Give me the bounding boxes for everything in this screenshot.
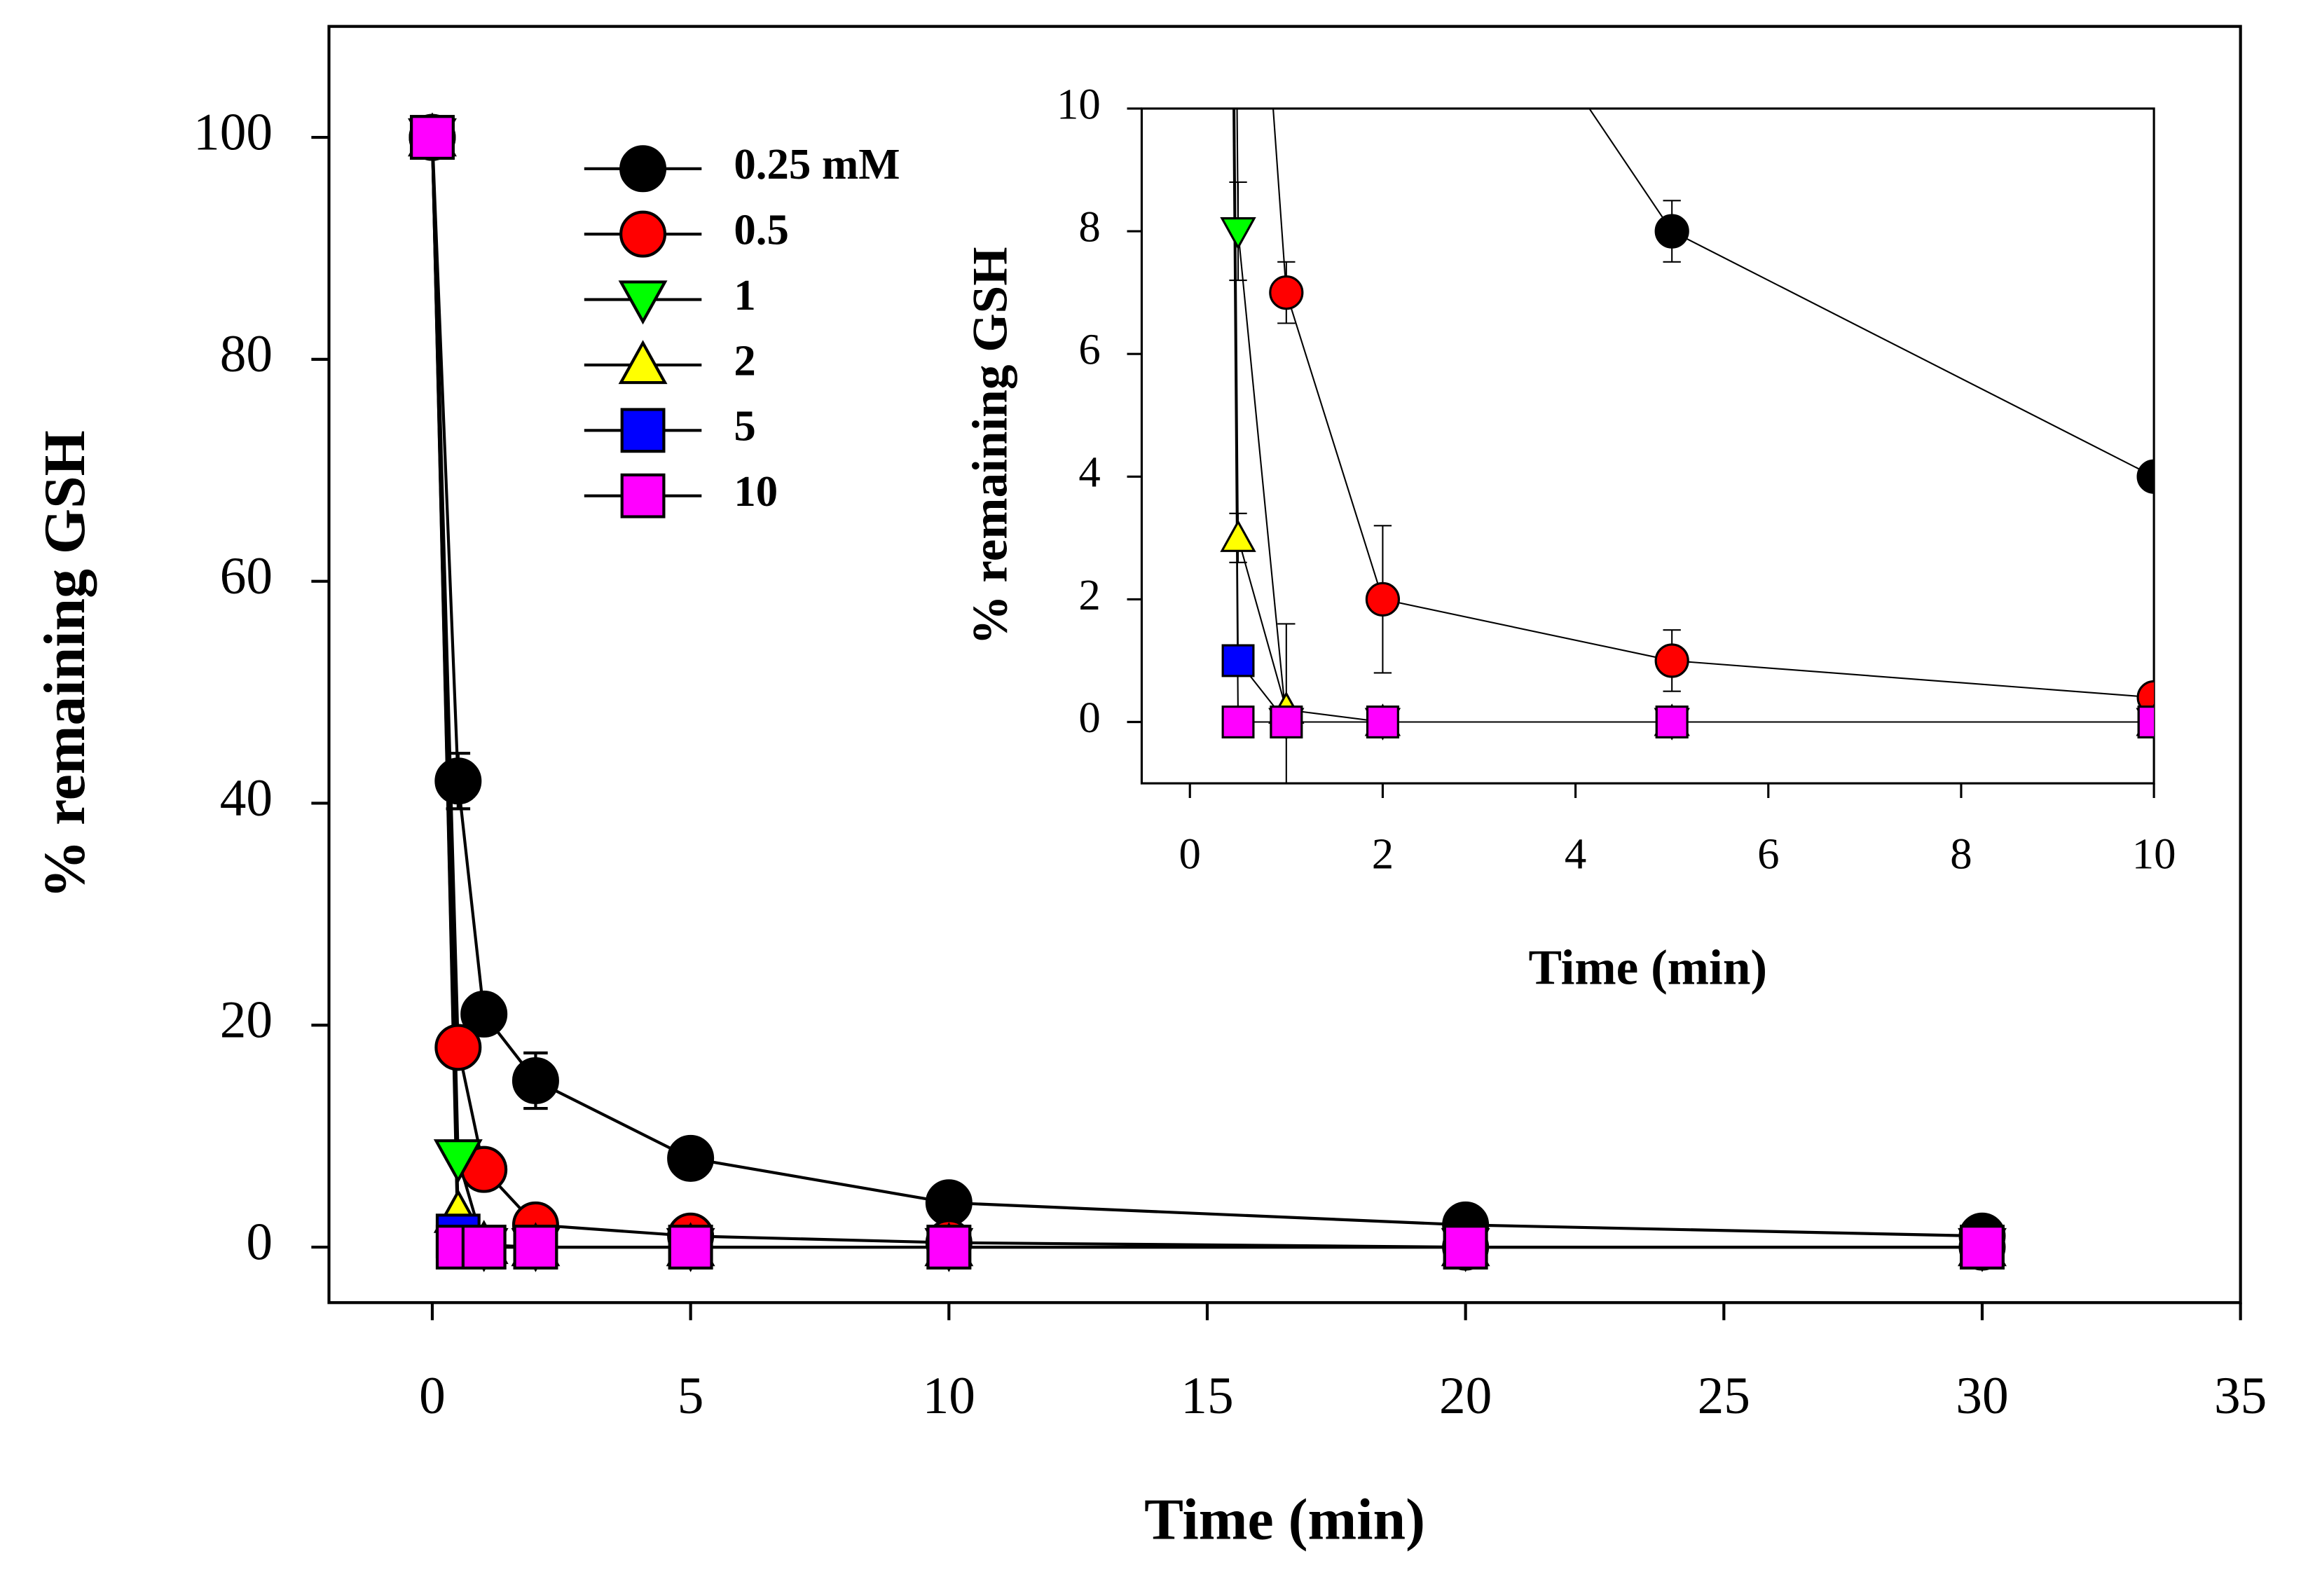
marker: [668, 1225, 713, 1270]
legend-label: 5: [734, 401, 755, 450]
marker: [1221, 706, 1255, 738]
legend-label: 10: [734, 467, 778, 516]
marker: [1269, 275, 1304, 310]
x-axis-label: Time (min): [1144, 1487, 1425, 1553]
legend-label: 0.5: [734, 205, 789, 254]
x-tick-label: 35: [2214, 1367, 2267, 1425]
plot-1: 0 2 4 6 8 10 0 2 4 6 8 10 Time (min) % remaining GSH: [963, 79, 2176, 995]
x-tick-label: 0: [419, 1367, 446, 1425]
y-tick-label: 2: [1078, 570, 1100, 619]
marker: [1655, 706, 1689, 738]
y-tick-label: 100: [193, 103, 273, 161]
y-tick-label: 10: [1057, 79, 1101, 128]
x-tick-label: 25: [1698, 1367, 1750, 1425]
series-line: [1232, 108, 2155, 723]
series-line: [1588, 108, 2155, 478]
marker: [925, 1179, 973, 1227]
x-tick-label: 15: [1181, 1367, 1233, 1425]
marker: [620, 408, 666, 453]
marker: [619, 210, 667, 258]
y-tick-label: 20: [220, 991, 273, 1050]
x-tick-label: 6: [1757, 829, 1779, 878]
x-tick-label: 5: [678, 1367, 704, 1425]
marker: [1270, 706, 1303, 738]
x-tick-label: 8: [1950, 829, 1972, 878]
marker: [434, 1024, 482, 1071]
x-tick-label: 4: [1565, 829, 1586, 878]
marker: [1443, 1225, 1488, 1270]
marker: [1221, 644, 1255, 677]
legend-label: 0.25 mM: [734, 139, 900, 188]
data-area: [408, 112, 2007, 1272]
y-tick-label: 4: [1078, 448, 1100, 497]
marker: [2137, 706, 2155, 738]
marker: [1366, 706, 1399, 738]
marker: [1220, 217, 1256, 250]
marker: [618, 280, 668, 325]
legend: 0.25 mM 0.5 1 2 5 10: [584, 139, 900, 518]
series-line: [1272, 108, 2155, 699]
legend-label: 2: [734, 336, 755, 385]
x-tick-label: 2: [1372, 829, 1394, 878]
data-area: [1220, 108, 2155, 784]
x-tick-label: 0: [1179, 829, 1201, 878]
marker: [1365, 582, 1401, 617]
y-axis-label: % remaining GSH: [963, 247, 1017, 645]
marker: [2136, 680, 2155, 715]
marker: [1654, 643, 1689, 678]
marker: [2136, 459, 2155, 494]
y-tick-label: 6: [1078, 325, 1100, 374]
marker: [1654, 214, 1689, 249]
marker: [618, 340, 668, 385]
x-tick-label: 20: [1439, 1367, 1492, 1425]
x-tick-label: 30: [1956, 1367, 2008, 1425]
marker: [433, 1139, 483, 1184]
y-tick-label: 0: [1078, 693, 1100, 742]
y-axis-label: % remaining GSH: [32, 430, 97, 899]
marker: [619, 145, 667, 193]
marker: [410, 115, 455, 160]
series-line: [430, 137, 1983, 1238]
marker: [1960, 1225, 2005, 1270]
x-axis-label: Time (min): [1528, 940, 1767, 995]
y-tick-label: 40: [220, 769, 273, 827]
marker: [513, 1225, 558, 1270]
marker: [1220, 519, 1256, 552]
x-tick-label: 10: [2132, 829, 2176, 878]
marker: [926, 1225, 972, 1270]
y-tick-label: 80: [220, 325, 273, 383]
marker: [434, 757, 482, 805]
y-tick-label: 8: [1078, 202, 1100, 251]
legend-label: 1: [734, 270, 755, 319]
marker: [461, 1225, 507, 1270]
marker: [511, 1057, 559, 1104]
marker: [620, 473, 666, 518]
marker: [460, 990, 508, 1038]
y-tick-label: 60: [220, 547, 273, 605]
plot-frame: [1140, 107, 2155, 785]
x-tick-label: 10: [923, 1367, 975, 1425]
y-tick-label: 0: [246, 1213, 273, 1271]
marker: [667, 1134, 715, 1182]
